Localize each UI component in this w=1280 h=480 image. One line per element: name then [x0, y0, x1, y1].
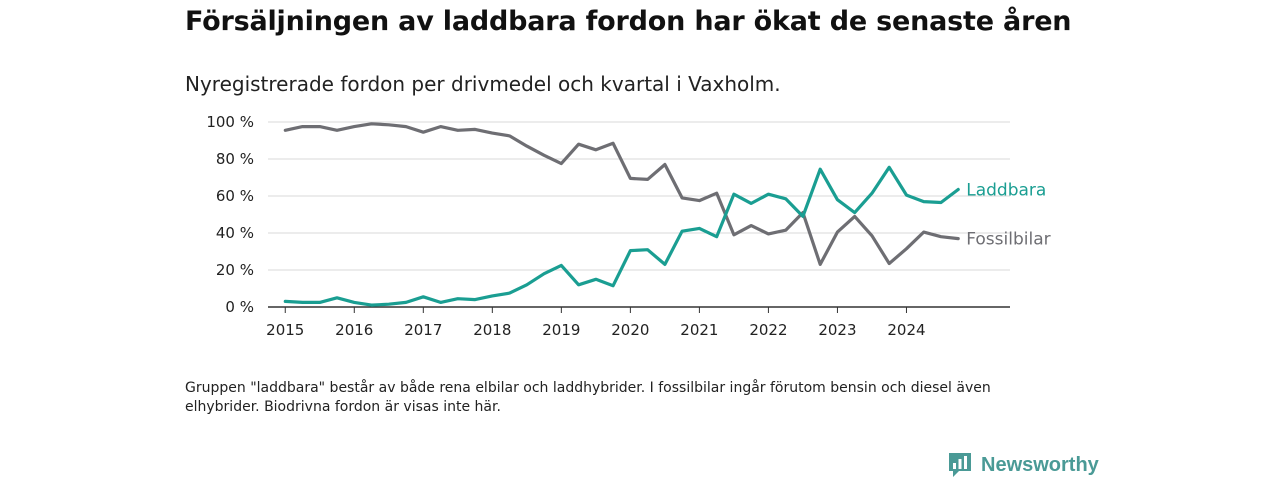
- y-axis-ticks: 0 % 20 % 40 % 60 % 80 % 100 %: [206, 113, 254, 316]
- footnote: Gruppen "laddbara" består av både rena e…: [185, 380, 991, 415]
- y-tick-label: 60 %: [216, 187, 254, 205]
- x-tick-label: 2023: [818, 321, 856, 339]
- y-tick-label: 100 %: [206, 113, 254, 131]
- series-labels: Fossilbilar Laddbara: [966, 181, 1050, 250]
- y-tick-label: 40 %: [216, 224, 254, 242]
- series-label-laddbara: Laddbara: [966, 181, 1046, 201]
- grid-lines: [268, 121, 1010, 271]
- x-tick-label: 2015: [266, 321, 304, 339]
- x-tick-label: 2017: [404, 321, 442, 339]
- chart-title: Försäljningen av laddbara fordon har öka…: [185, 6, 1072, 37]
- x-tick-label: 2016: [335, 321, 373, 339]
- y-tick-label: 80 %: [216, 150, 254, 168]
- x-tick-label: 2022: [749, 321, 787, 339]
- series-line-fossilbilar: [283, 122, 960, 266]
- newsworthy-logo-icon: [949, 453, 971, 477]
- logo-text: Newsworthy: [981, 453, 1099, 476]
- x-axis-ticks: 2015 2016 2017 2018 2019 2020 2021 2022 2023 2024: [266, 307, 926, 339]
- y-tick-label: 0 %: [225, 298, 254, 316]
- x-tick-label: 2021: [680, 321, 718, 339]
- x-tick-label: 2018: [473, 321, 511, 339]
- y-tick-label: 20 %: [216, 261, 254, 279]
- x-tick-label: 2024: [887, 321, 925, 339]
- series-lines: [283, 122, 960, 307]
- chart-subtitle: Nyregistrerade fordon per drivmedel och …: [185, 72, 781, 96]
- series-line-laddbara: [283, 165, 960, 307]
- x-tick-label: 2019: [542, 321, 580, 339]
- series-label-fossilbilar: Fossilbilar: [966, 230, 1050, 250]
- newsworthy-logo[interactable]: Newsworthy: [947, 451, 1099, 479]
- x-tick-label: 2020: [611, 321, 649, 339]
